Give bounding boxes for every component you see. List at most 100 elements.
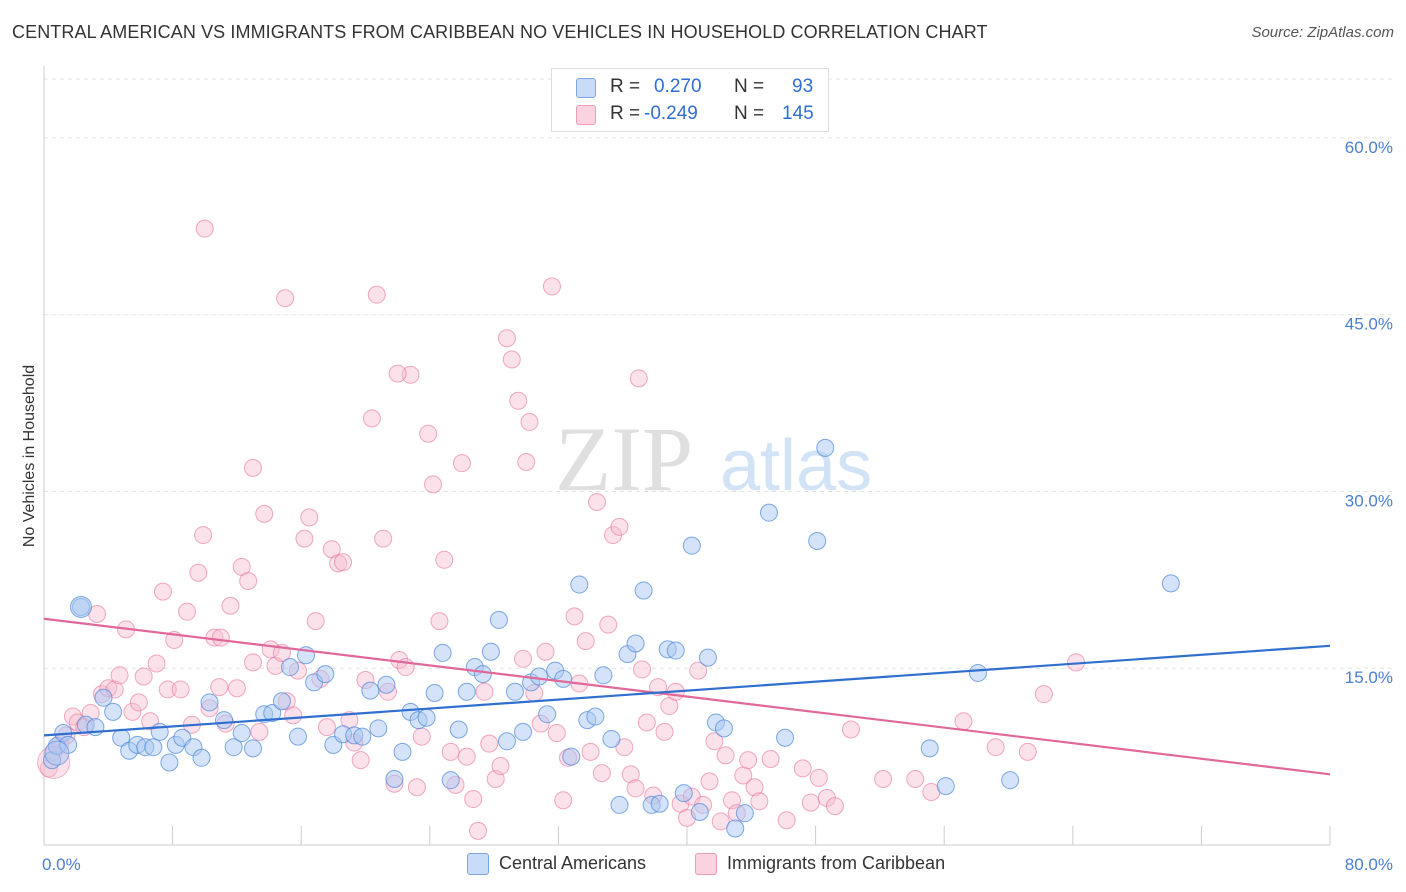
data-point-central-american (714, 719, 733, 738)
data-point-caribbean (295, 529, 314, 548)
data-point-caribbean (700, 772, 719, 791)
series-caribbean-points (37, 219, 1086, 840)
data-point-caribbean (480, 734, 499, 753)
data-point-central-american (594, 666, 613, 685)
data-point-caribbean (469, 821, 488, 840)
data-point-central-american (69, 595, 92, 618)
data-point-caribbean (655, 722, 674, 741)
data-point-caribbean (745, 778, 764, 797)
data-point-caribbean (554, 791, 573, 810)
data-point-caribbean (153, 582, 172, 601)
data-point-caribbean (317, 718, 336, 737)
data-point-caribbean (300, 508, 319, 527)
chart-title: CENTRAL AMERICAN VS IMMIGRANTS FROM CARI… (12, 22, 988, 42)
legend-n-value: 93 (792, 76, 814, 97)
data-point-central-american (554, 669, 573, 688)
legend-r-value: 0.270 (654, 76, 702, 97)
data-point-central-american (602, 729, 621, 748)
data-point-caribbean (793, 759, 812, 778)
data-point-central-american (530, 667, 549, 686)
data-point-central-american (816, 438, 835, 457)
data-point-caribbean (239, 572, 258, 591)
data-point-central-american (192, 748, 211, 767)
chart-source: Source: ZipAtlas.com (1251, 24, 1394, 41)
data-point-central-american (610, 795, 629, 814)
data-point-caribbean (841, 720, 860, 739)
data-point-caribbean (194, 526, 213, 545)
legend-r-label: R = (610, 76, 641, 97)
data-point-central-american (361, 681, 380, 700)
data-point-caribbean (123, 702, 142, 721)
data-point-central-american (457, 682, 476, 701)
data-point-caribbean (412, 727, 431, 746)
data-point-caribbean (565, 607, 584, 626)
data-point-central-american (626, 634, 645, 653)
data-point-caribbean (629, 369, 648, 388)
data-point-central-american (1001, 771, 1020, 790)
data-point-caribbean (954, 712, 973, 731)
data-point-caribbean (464, 790, 483, 809)
data-point-caribbean (621, 765, 640, 784)
data-point-central-american (586, 707, 605, 726)
trend-lines (43, 617, 1331, 776)
data-point-caribbean (441, 742, 460, 761)
data-point-caribbean (536, 642, 555, 661)
legend-swatch-blue (576, 78, 596, 98)
data-point-central-american (369, 719, 388, 738)
data-point-caribbean (542, 277, 561, 296)
axes (43, 66, 1331, 846)
data-point-caribbean (211, 628, 230, 647)
data-point-caribbean (637, 713, 656, 732)
data-point-caribbean (581, 742, 600, 761)
y-tick-label: 60.0% (1345, 138, 1393, 157)
data-point-central-american (232, 724, 251, 743)
data-point-central-american (224, 738, 243, 757)
data-point-central-american (144, 738, 163, 757)
data-point-caribbean (367, 285, 386, 304)
data-point-central-american (759, 503, 778, 522)
legend-n-label: N = (734, 103, 765, 124)
data-point-central-american (272, 692, 291, 711)
legend: R = 0.270 N = 93 R = -0.249 N = 145 (551, 68, 829, 132)
data-point-central-american (562, 747, 581, 766)
data-point-central-american (1161, 574, 1180, 593)
data-point-caribbean (739, 751, 758, 770)
data-point-central-american (433, 643, 452, 662)
data-point-caribbean (362, 409, 381, 428)
data-point-central-american (690, 803, 709, 822)
data-point-caribbean (520, 412, 539, 431)
data-point-caribbean (576, 632, 595, 651)
watermark-atlas: atlas (720, 426, 872, 506)
data-point-central-american (160, 753, 179, 772)
watermark: ZIP atlas (555, 408, 872, 510)
data-point-caribbean (705, 732, 724, 751)
data-point-central-american (920, 739, 939, 758)
data-point-caribbean (424, 475, 443, 494)
data-point-caribbean (716, 746, 735, 765)
data-point-caribbean (874, 770, 893, 789)
watermark-zip: ZIP (555, 408, 693, 510)
data-point-central-american (570, 575, 589, 594)
data-point-central-american (215, 711, 234, 730)
y-tick-label: 45.0% (1345, 315, 1393, 334)
data-point-caribbean (243, 458, 262, 477)
data-point-caribbean (63, 707, 82, 726)
data-point-caribbean (497, 329, 516, 348)
bottom-legend-swatch-blue (467, 853, 489, 875)
y-axis-title: No Vehicles in Household (21, 365, 38, 547)
data-point-central-american (243, 739, 262, 758)
data-point-central-american (968, 663, 987, 682)
data-point-central-american (650, 794, 669, 813)
data-point-caribbean (1034, 685, 1053, 704)
data-point-caribbean (435, 550, 454, 569)
data-point-caribbean (221, 596, 240, 615)
data-point-central-american (449, 720, 468, 739)
data-point-central-american (726, 819, 745, 838)
data-point-caribbean (250, 722, 269, 741)
data-point-central-american (104, 702, 123, 721)
data-point-caribbean (227, 679, 246, 698)
data-point-central-american (44, 740, 70, 766)
y-tick-labels: 15.0% 30.0% 45.0% 60.0% (1345, 138, 1393, 687)
data-point-central-american (489, 610, 508, 629)
